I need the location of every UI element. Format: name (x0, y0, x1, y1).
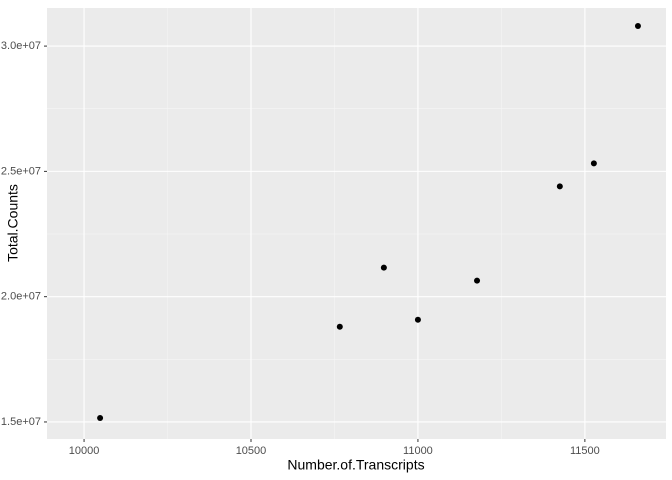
x-tick-label: 11500 (570, 445, 600, 457)
y-tick-label: 2.0e+07 (1, 291, 41, 303)
point (97, 414, 104, 421)
point (634, 23, 641, 30)
point (474, 277, 481, 284)
point (380, 264, 387, 271)
point (590, 160, 597, 167)
point (414, 316, 421, 323)
point (556, 183, 563, 190)
x-tick-label: 11000 (403, 445, 433, 457)
y-tick-label: 2.5e+07 (1, 165, 41, 177)
x-tick-label: 10000 (69, 445, 100, 457)
y-axis-title: Total.Counts (5, 184, 21, 262)
panel (47, 8, 666, 439)
y-tick-label: 3.0e+07 (1, 40, 41, 52)
x-tick-label: 10500 (236, 445, 267, 457)
x-axis-title: Number.of.Transcripts (287, 457, 424, 473)
point (336, 323, 343, 330)
y-tick-label: 1.5e+07 (1, 416, 41, 428)
